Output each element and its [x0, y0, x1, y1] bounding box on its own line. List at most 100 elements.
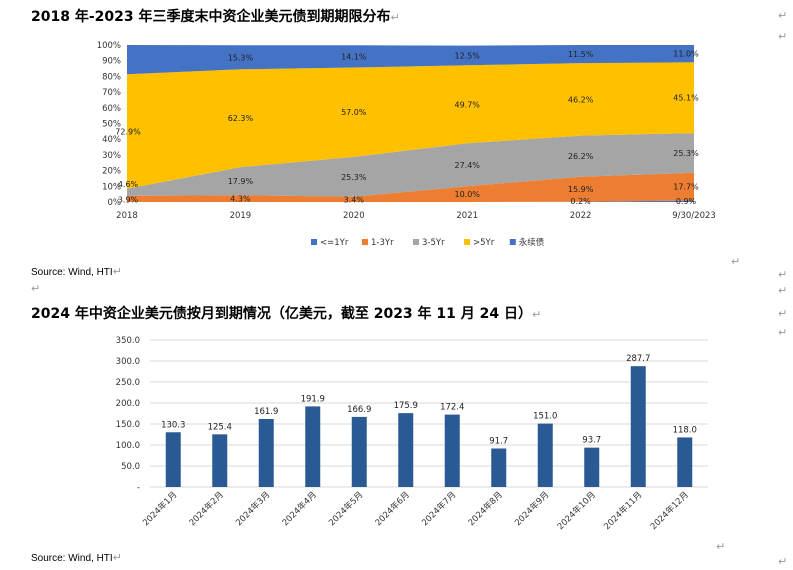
data-label: 151.0 — [533, 412, 557, 422]
data-label: 15.3% — [228, 53, 254, 62]
data-label: 287.7 — [626, 354, 650, 364]
data-label: 0.2% — [570, 197, 591, 206]
x-tick-label: 2024年5月 — [326, 489, 365, 528]
data-label: 175.9 — [394, 401, 418, 411]
data-label: 10.0% — [454, 190, 480, 199]
bar — [305, 406, 321, 487]
bar — [258, 419, 274, 487]
data-label: 45.1% — [673, 94, 699, 103]
data-label: 25.3% — [673, 149, 699, 158]
bar — [165, 432, 181, 487]
return-mark-icon: ↵ — [731, 255, 741, 268]
x-tick-label: 2024年7月 — [419, 489, 458, 528]
bar — [584, 447, 600, 487]
legend-label: <=1Yr — [320, 238, 349, 248]
x-tick-label: 2018 — [116, 211, 138, 221]
legend-swatch — [311, 239, 317, 245]
x-tick-label: 2024年9月 — [512, 489, 551, 528]
area-series — [127, 200, 694, 202]
data-label: 4.6% — [118, 180, 139, 189]
chart1-title: 2018 年-2023 年三季度末中资企业美元债到期期限分布 — [31, 9, 391, 25]
return-mark-icon: ↵ — [778, 555, 788, 568]
legend-swatch — [509, 239, 516, 245]
legend-label: >5Yr — [473, 238, 495, 248]
data-label: 72.9% — [115, 127, 141, 136]
y-tick-label: 100.0 — [116, 441, 140, 451]
source-text: Source: Wind, HTI — [31, 267, 113, 278]
x-tick-label: 2024年8月 — [466, 489, 505, 528]
bar — [444, 414, 460, 487]
y-tick-label: 200.0 — [116, 399, 140, 409]
data-label: 49.7% — [454, 100, 480, 109]
y-tick-label: 30% — [102, 151, 121, 161]
legend-swatch — [362, 239, 368, 245]
data-label: 11.0% — [673, 50, 699, 59]
data-label: 25.3% — [341, 173, 367, 182]
legend-label: 永续债 — [519, 237, 545, 248]
y-tick-label: 70% — [102, 88, 121, 98]
bar — [491, 448, 507, 487]
data-label: 27.4% — [454, 161, 480, 170]
legend-label: 3-5Yr — [422, 238, 445, 248]
area-series — [127, 62, 694, 189]
legend-swatch — [464, 239, 470, 245]
area-series — [127, 45, 694, 75]
data-label: 14.1% — [341, 52, 367, 61]
y-tick-label: 90% — [102, 57, 121, 67]
y-tick-label: 300.0 — [116, 357, 140, 367]
y-tick-label: 350.0 — [116, 336, 140, 346]
source-text: Source: Wind, HTI — [31, 553, 113, 564]
data-label: 26.2% — [568, 152, 594, 161]
data-label: 15.9% — [568, 185, 594, 194]
y-tick-label: 100% — [97, 41, 121, 51]
bar — [351, 416, 367, 487]
bar — [398, 413, 414, 487]
return-mark-icon: ↵ — [778, 9, 788, 22]
y-tick-label: - — [137, 483, 140, 493]
data-label: 62.3% — [228, 114, 254, 123]
return-mark-icon: ↵ — [778, 284, 788, 297]
return-mark-icon: ↵ — [778, 268, 788, 281]
y-tick-label: 10% — [102, 182, 121, 192]
y-tick-label: 50.0 — [121, 462, 140, 472]
data-label: 12.5% — [454, 51, 480, 60]
chart1-source: Source: Wind, HTI↵ — [31, 265, 122, 278]
data-label: 3.4% — [344, 195, 365, 204]
return-mark-icon: ↵ — [778, 326, 788, 339]
return-mark-icon: ↵ — [778, 307, 788, 320]
return-mark-icon: ↵ — [532, 308, 542, 321]
data-label: 93.7 — [582, 436, 601, 446]
legend-swatch — [413, 239, 419, 245]
return-mark-icon: ↵ — [112, 266, 122, 278]
data-label: 130.3 — [161, 420, 185, 430]
data-label: 191.9 — [301, 394, 325, 404]
x-tick-label: 2022 — [570, 211, 592, 221]
data-label: 0.9% — [676, 197, 697, 206]
data-label: 125.4 — [208, 422, 232, 432]
y-tick-label: 0% — [108, 198, 122, 208]
y-tick-label: 20% — [102, 167, 121, 177]
legend-label: 1-3Yr — [371, 238, 394, 248]
data-label: 166.9 — [347, 405, 371, 415]
x-tick-label: 2024年4月 — [280, 489, 319, 528]
data-label: 17.7% — [673, 183, 699, 192]
y-tick-label: 250.0 — [116, 378, 140, 388]
data-label: 57.0% — [341, 108, 367, 117]
y-tick-label: 40% — [102, 135, 121, 145]
x-tick-label: 2019 — [230, 211, 252, 221]
x-tick-label: 2024年3月 — [233, 489, 272, 528]
return-mark-icon: ↵ — [390, 11, 400, 24]
chart1-heading: 2018 年-2023 年三季度末中资企业美元债到期期限分布↵ — [31, 6, 400, 26]
x-tick-label: 2024年11月 — [602, 489, 645, 532]
x-tick-label: 2020 — [343, 211, 365, 221]
x-tick-label: 9/30/2023 — [672, 211, 716, 221]
bar — [677, 437, 693, 487]
area-series — [127, 133, 694, 197]
bar — [630, 366, 646, 487]
x-tick-label: 2024年10月 — [555, 489, 598, 532]
data-label: 172.4 — [440, 403, 464, 413]
x-tick-label: 2021 — [456, 211, 478, 221]
bar — [537, 423, 553, 487]
